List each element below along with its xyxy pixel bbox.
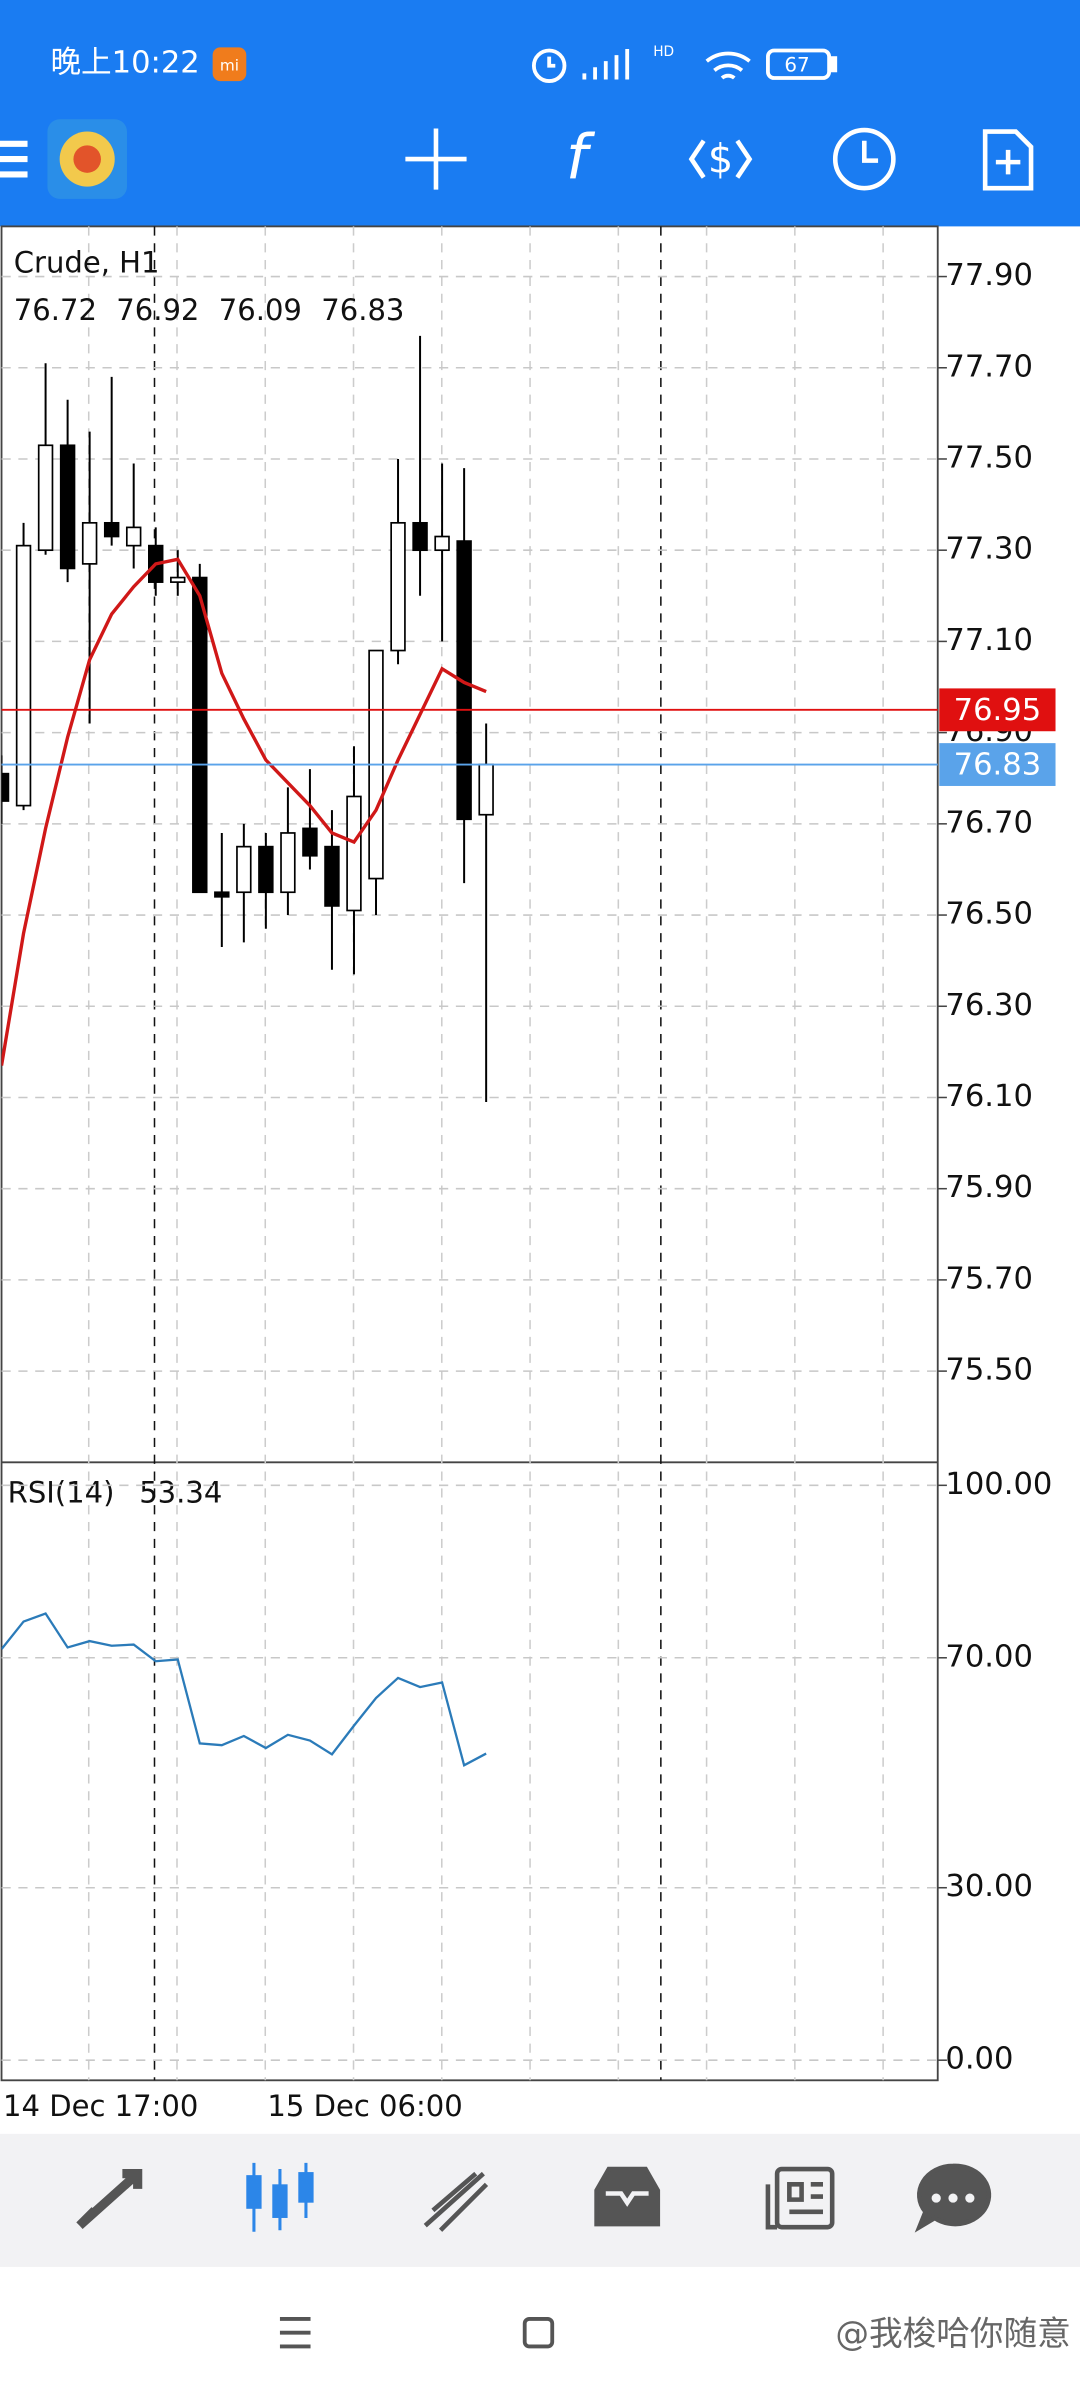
moving-average	[1, 557, 487, 1066]
candle-body	[192, 576, 208, 894]
candle-body	[1, 772, 10, 802]
status-time: 晚上10:22	[50, 46, 199, 81]
candle-body	[434, 535, 450, 552]
app-bar	[0, 0, 1080, 227]
x-tick-label: 14 Dec 17:00	[3, 2089, 198, 2123]
ohlc-readout: 76.72 76.92 76.09 76.83	[14, 293, 405, 327]
plot-line	[1, 1612, 487, 1767]
candle-body	[59, 444, 76, 570]
rsi-title: RSI(14)	[8, 1475, 115, 1509]
quotes-tab[interactable]	[76, 2169, 143, 2230]
chart-frame	[0, 225, 939, 2082]
y-tick-label: 76.10	[945, 1079, 1033, 1114]
candle-body	[412, 521, 428, 552]
chart-title: Crude, H1	[14, 246, 160, 280]
system-home[interactable]	[522, 2317, 555, 2349]
candle-body	[456, 540, 472, 821]
chart-tab[interactable]	[246, 2162, 314, 2232]
watermark: @我梭哈你随意	[835, 2314, 1070, 2353]
price-tag-label: 76.95	[954, 693, 1042, 728]
candle-body	[15, 544, 32, 807]
candle-body	[170, 576, 186, 583]
price-tag-label: 76.83	[954, 748, 1042, 783]
ohlc-low: 76.09	[219, 293, 302, 327]
plot-candlestick	[1, 335, 494, 1103]
trade-tab[interactable]	[423, 2171, 489, 2232]
x-tick-label: 15 Dec 06:00	[267, 2089, 462, 2123]
candle-body	[81, 521, 98, 565]
chat-tab[interactable]	[914, 2163, 992, 2233]
app-logo[interactable]	[47, 119, 127, 199]
candle-body	[258, 845, 274, 894]
trade-button[interactable]: $	[688, 137, 753, 183]
price-tag	[939, 688, 1056, 732]
ohlc-close: 76.83	[321, 293, 404, 327]
mi-text: mi	[220, 56, 239, 74]
y-tick-label: 77.10	[945, 623, 1033, 658]
y-tick-label: 77.30	[945, 532, 1033, 567]
price-tag	[939, 743, 1056, 786]
candle-body	[324, 845, 340, 907]
network-type: HD	[653, 44, 674, 60]
y-tick-label: 77.90	[945, 258, 1033, 293]
system-menu[interactable]	[279, 2317, 311, 2349]
menu-button[interactable]	[0, 140, 28, 178]
bottom-nav	[0, 2133, 1080, 2267]
y-tick-label: 77.70	[945, 349, 1033, 384]
svg-text:$: $	[708, 137, 733, 183]
candle-body	[103, 521, 120, 538]
news-tab[interactable]	[765, 2166, 835, 2230]
candle-body	[125, 526, 142, 547]
y-tick-label: 76.70	[945, 805, 1033, 840]
crosshair-button[interactable]	[405, 128, 467, 190]
y-tick-label: 77.50	[945, 440, 1033, 475]
candle-body	[280, 832, 296, 894]
y-tick-label: 100.00	[945, 1467, 1052, 1502]
y-tick-label: 75.50	[945, 1353, 1033, 1388]
timeframe-button[interactable]	[832, 127, 896, 191]
candle-body	[390, 521, 406, 652]
candle-body	[302, 827, 318, 857]
battery-level: 67	[784, 53, 809, 76]
status-icons	[531, 48, 838, 83]
y-tick-label: 0.00	[945, 2042, 1013, 2077]
candle-body	[214, 891, 230, 898]
y-tick-label: 75.70	[945, 1261, 1033, 1296]
rsi-value: 53.34	[139, 1475, 222, 1509]
y-tick-label: 75.90	[945, 1170, 1033, 1205]
candle-body	[236, 845, 252, 894]
candle-body	[37, 444, 54, 552]
ohlc-open: 76.72	[14, 293, 97, 327]
candle-body	[346, 795, 362, 912]
y-tick-label: 76.30	[945, 988, 1033, 1023]
y-tick-label: 76.50	[945, 897, 1033, 932]
mi-badge	[212, 47, 247, 82]
history-tab[interactable]	[594, 2166, 661, 2227]
y-tick-label: 30.00	[945, 1869, 1033, 1904]
new-order-button[interactable]	[982, 129, 1034, 191]
rsi-line	[1, 1612, 487, 1767]
candle-body	[478, 763, 494, 816]
y-tick-label: 70.00	[945, 1639, 1033, 1674]
ohlc-high: 76.92	[116, 293, 199, 327]
